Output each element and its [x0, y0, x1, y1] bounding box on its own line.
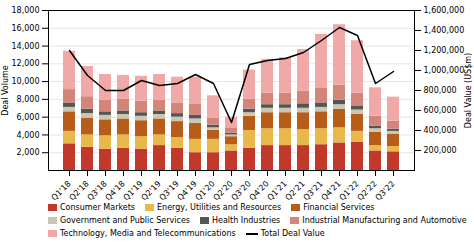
svg-text:18,000: 18,000	[12, 6, 40, 15]
svg-text:1,600,000: 1,600,000	[424, 6, 465, 15]
svg-text:Q1'19: Q1'19	[121, 179, 145, 203]
html-text:Consumer Markets: Consumer Markets	[60, 203, 135, 212]
svg-text:800,000: 800,000	[424, 86, 457, 95]
svg-text:16,000: 16,000	[12, 24, 40, 33]
svg-text:Q4'21: Q4'21	[319, 179, 343, 203]
svg-text:Q1'18: Q1'18	[49, 179, 73, 203]
svg-text:400,000: 400,000	[424, 126, 457, 135]
svg-text:Q3'22: Q3'22	[374, 179, 397, 202]
html-text:Health Industries: Health Industries	[212, 216, 281, 225]
svg-text:1,000,000: 1,000,000	[424, 66, 465, 75]
svg-text:Q3'18: Q3'18	[85, 179, 109, 203]
svg-text:2,000: 2,000	[17, 148, 40, 157]
html-text:Energy, Utilities and Resource: Energy, Utilities and Resources	[157, 203, 282, 212]
svg-text:Q3'19: Q3'19	[157, 179, 181, 203]
svg-text:Q2'18: Q2'18	[67, 179, 91, 203]
html-text:Industrial Manufacturing and A: Industrial Manufacturing and Automotive	[302, 216, 467, 225]
svg-text:Q2'19: Q2'19	[139, 179, 163, 203]
svg-text:Q4'19: Q4'19	[175, 179, 199, 203]
svg-text:14,000: 14,000	[12, 42, 40, 51]
svg-text:Q3'20: Q3'20	[229, 179, 253, 203]
svg-text:Q4'20: Q4'20	[247, 179, 271, 203]
svg-text:200,000: 200,000	[424, 146, 457, 155]
svg-text:6,000: 6,000	[17, 113, 40, 122]
svg-text:Deal Volume: Deal Volume	[1, 65, 10, 116]
svg-text:Q1'22: Q1'22	[337, 179, 361, 203]
svg-text:Q2'20: Q2'20	[211, 179, 235, 203]
svg-text:Q3'21: Q3'21	[301, 179, 325, 203]
svg-text:8,000: 8,000	[17, 95, 40, 104]
svg-text:12,000: 12,000	[12, 59, 40, 68]
svg-text:Q4'18: Q4'18	[103, 179, 127, 203]
svg-text:1,200,000: 1,200,000	[424, 46, 465, 55]
svg-text:Q1'21: Q1'21	[265, 179, 289, 203]
html-text:Government and Public Services: Government and Public Services	[60, 216, 190, 225]
html-text:Financial Services: Financial Services	[303, 203, 375, 212]
svg-text:Q2'21: Q2'21	[283, 179, 307, 203]
svg-text:Deal Value (US$m): Deal Value (US$m)	[464, 53, 473, 128]
svg-text:4,000: 4,000	[17, 131, 40, 140]
html-text:Technology, Media and Telecomm: Technology, Media and Telecommunications	[60, 229, 236, 238]
svg-text:1,400,000: 1,400,000	[424, 26, 465, 35]
html-text:Total Deal Value: Total Deal Value	[260, 229, 325, 238]
svg-text:600,000: 600,000	[424, 106, 457, 115]
svg-text:Q1'20: Q1'20	[193, 179, 217, 203]
svg-text:Q2'22: Q2'22	[355, 179, 379, 203]
svg-text:10,000: 10,000	[12, 77, 40, 86]
